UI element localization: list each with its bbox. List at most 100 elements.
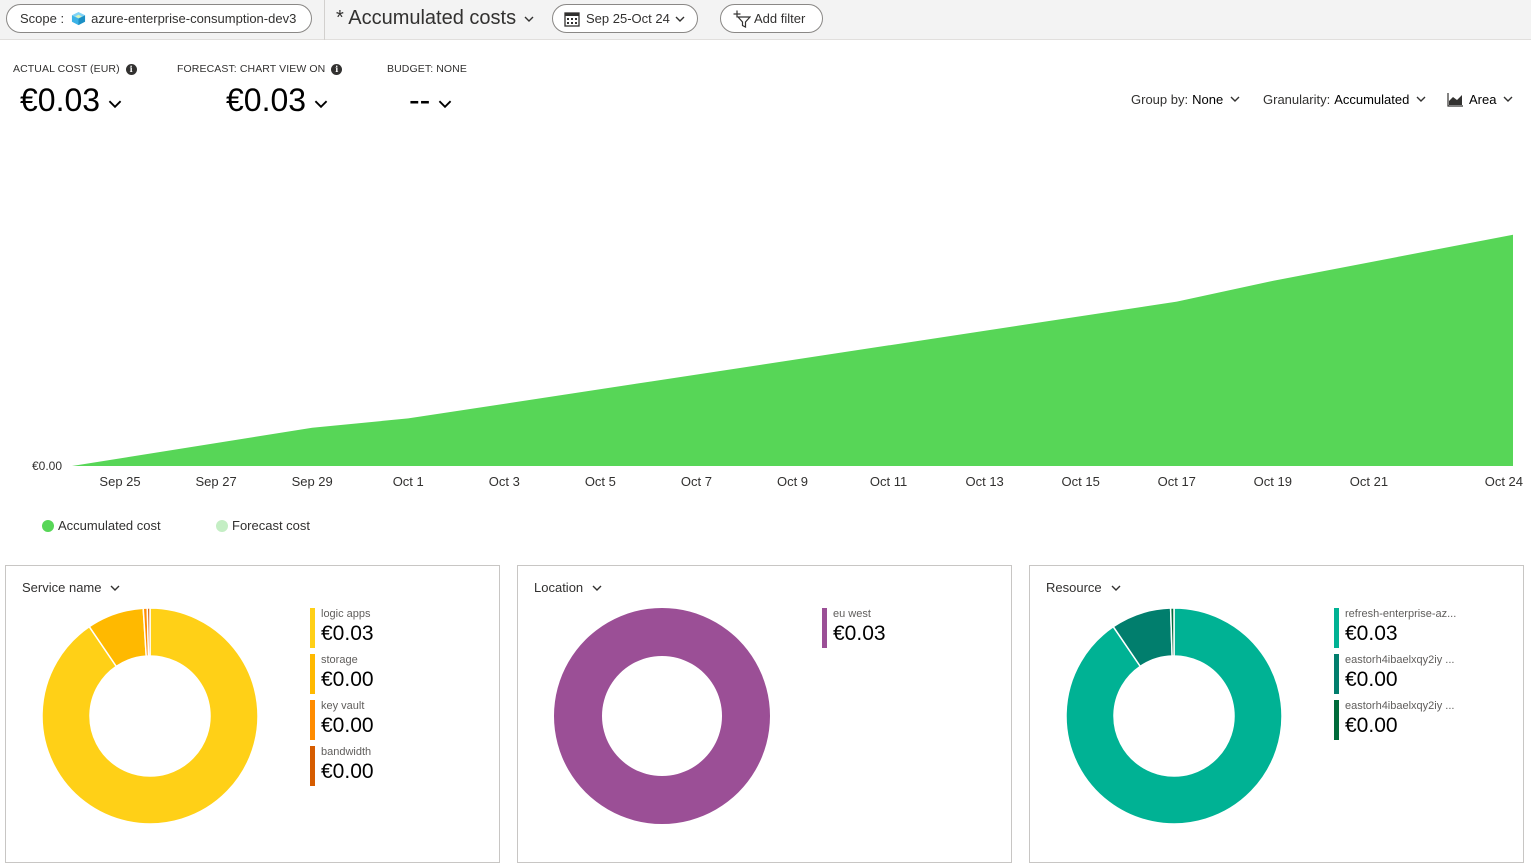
legend-color-bar [822,608,827,648]
actual-cost-value-dropdown[interactable]: €0.03 [20,82,137,118]
accumulated-cost-chart[interactable]: €0.00 Sep 25 Sep 27 Sep 29 Oct 1 Oct 3 Oct 5 Oc… [0,120,1531,500]
chevron-down-icon [1230,96,1240,102]
legend-item[interactable]: logic apps €0.03 [310,608,490,654]
forecast-value-dropdown[interactable]: €0.03 [226,82,342,118]
location-donut-chart[interactable] [552,606,772,826]
donut-slice[interactable] [553,608,770,824]
legend-item-name: logic apps [321,608,371,620]
legend-forecast[interactable]: Forecast cost [216,518,310,533]
legend-item-amount: €0.00 [321,714,374,737]
donut-slice[interactable] [1065,607,1283,825]
chevron-down-icon [439,100,452,109]
forecast-kpi: FORECAST: CHART VIEW ON i €0.03 [177,62,343,118]
legend-forecast-label: Forecast cost [232,518,311,533]
legend-item-amount: €0.03 [833,622,886,645]
x-tick-label: Oct 13 [965,474,1003,489]
x-tick-label: Oct 5 [585,474,616,489]
budget-label: BUDGET: NONE [387,63,467,75]
scope-button[interactable]: Scope : azure-enterprise-consumption-dev… [6,4,312,33]
view-title: * Accumulated costs [336,7,517,29]
legend-item[interactable]: storage €0.00 [310,654,490,700]
view-selector[interactable]: * Accumulated costs [336,7,534,30]
budget-value-dropdown[interactable]: -- [409,82,467,118]
service-name-card: Service name logic apps €0.03 storage €0.00… [5,565,500,863]
accumulated-cost-area[interactable] [72,234,1513,466]
legend-item[interactable]: eastorh4ibaelxqy2iy ... €0.00 [1334,654,1514,700]
legend-item[interactable]: eastorh4ibaelxqy2iy ... €0.00 [1334,700,1514,746]
legend-color-bar [1334,654,1339,694]
x-tick-label: Sep 29 [292,474,333,489]
legend-item[interactable]: bandwidth €0.00 [310,746,490,792]
legend-color-bar [310,746,315,786]
legend-item-name: refresh-enterprise-az... [1345,608,1457,620]
card-title: Resource [1046,580,1102,595]
legend-item-amount: €0.00 [1345,668,1398,691]
add-filter-button[interactable]: Add filter [720,4,823,33]
x-tick-label: Sep 25 [99,474,140,489]
legend-item-name: key vault [321,700,365,712]
donut-slice[interactable] [41,607,259,825]
service-legend-list: logic apps €0.03 storage €0.00 key vault €0.0… [310,608,490,792]
legend-item-name: bandwidth [321,746,372,758]
forecast-label: FORECAST: CHART VIEW ON [177,63,326,75]
resource-donut-chart[interactable] [1064,606,1284,826]
x-tick-label: Oct 1 [393,474,424,489]
granularity-dropdown[interactable]: Granularity: Accumulated [1263,90,1426,108]
chevron-down-icon [592,585,602,591]
resource-card: Resource refresh-enterprise-az... €0.03 ea… [1029,565,1524,863]
legend-dot-accumulated [42,519,54,532]
donut-slice[interactable] [1169,607,1175,657]
legend-color-bar [310,654,315,694]
chevron-down-icon [1503,96,1513,102]
card-title: Service name [22,580,102,595]
x-tick-label: Oct 21 [1350,474,1388,489]
group-by-dropdown[interactable]: Group by: None [1131,90,1240,108]
toolbar: Scope : azure-enterprise-consumption-dev… [0,0,1531,40]
chevron-down-icon [524,16,534,22]
legend-item[interactable]: eu west €0.03 [822,608,1002,654]
legend-item-name: eastorh4ibaelxqy2iy ... [1345,654,1455,666]
actual-cost-label: ACTUAL COST (EUR) [13,63,120,75]
x-tick-label: Oct 3 [489,474,520,489]
location-card: Location eu west €0.03 [517,565,1012,863]
legend-item-amount: €0.03 [321,622,374,645]
legend-item-name: storage [321,654,358,666]
service-donut-chart[interactable] [40,606,260,826]
chevron-down-icon [1111,585,1121,591]
x-tick-label: Oct 9 [777,474,808,489]
chevron-down-icon [1416,96,1426,102]
resource-dropdown[interactable]: Resource [1046,580,1121,595]
actual-cost-value: €0.03 [20,81,101,118]
info-icon[interactable]: i [331,63,343,75]
x-tick-label: Oct 19 [1254,474,1292,489]
legend-item[interactable]: key vault €0.00 [310,700,490,746]
subscription-cube-icon [72,11,86,26]
toolbar-divider [324,0,325,40]
legend-accumulated[interactable]: Accumulated cost [42,518,161,533]
donut-slice[interactable] [146,607,151,657]
date-range-button[interactable]: Sep 25-Oct 24 [552,4,698,33]
chart-type-dropdown[interactable]: Area [1447,90,1513,108]
budget-kpi: BUDGET: NONE -- [387,62,467,118]
info-icon[interactable]: i [125,63,137,75]
chart-type-value: Area [1469,91,1497,107]
y-tick-label: €0.00 [32,459,62,473]
x-tick-label: Oct 15 [1062,474,1100,489]
legend-item-name: eu west [833,608,871,620]
granularity-value: Accumulated [1334,91,1410,107]
legend-color-bar [310,700,315,740]
service-name-dropdown[interactable]: Service name [22,580,120,595]
legend-item[interactable]: refresh-enterprise-az... €0.03 [1334,608,1514,654]
legend-item-amount: €0.00 [1345,714,1398,737]
legend-dot-forecast [216,519,228,532]
actual-cost-kpi: ACTUAL COST (EUR) i €0.03 [13,62,137,118]
chevron-down-icon [108,100,122,109]
granularity-label: Granularity: [1263,91,1331,107]
x-tick-label: Oct 17 [1158,474,1196,489]
legend-accumulated-label: Accumulated cost [58,518,161,533]
location-dropdown[interactable]: Location [534,580,602,595]
chevron-down-icon [314,100,328,109]
add-filter-label: Add filter [754,11,806,26]
chevron-down-icon [110,585,120,591]
legend-item-name: eastorh4ibaelxqy2iy ... [1345,700,1455,712]
